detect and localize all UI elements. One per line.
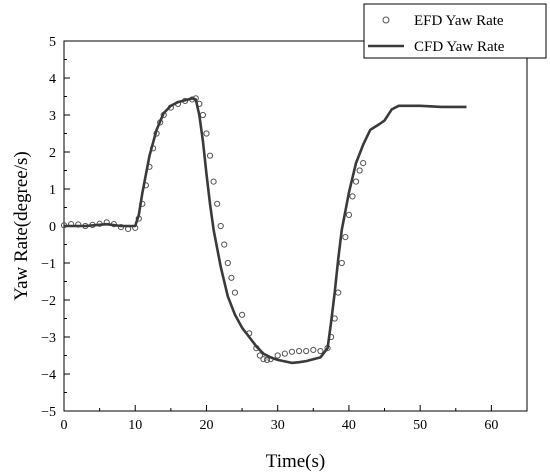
y-tick-label: −2: [41, 294, 56, 309]
efd-data-point: [228, 274, 235, 281]
series-layer: [60, 95, 467, 365]
y-tick-label: −1: [41, 257, 56, 272]
efd-data-point: [288, 348, 296, 355]
efd-data-point: [203, 130, 210, 137]
efd-data-point: [214, 200, 221, 207]
y-tick-label: −4: [41, 368, 56, 383]
y-tick-label: 5: [49, 35, 56, 50]
y-tick-label: 3: [49, 109, 56, 124]
efd-data-point: [360, 160, 367, 167]
y-tick-label: 0: [49, 220, 56, 235]
efd-data-point: [342, 234, 349, 241]
x-tick-label: 40: [342, 418, 356, 433]
legend-entry-label: EFD Yaw Rate: [414, 13, 504, 29]
efd-data-point: [281, 350, 288, 357]
legend-marker-swatch: [382, 16, 390, 24]
x-axis-title: Time(s): [266, 451, 325, 472]
x-tick-label: 30: [271, 418, 285, 433]
efd-data-point: [231, 289, 239, 296]
efd-data-point: [335, 289, 342, 296]
legend: EFD Yaw Rate CFD Yaw Rate: [363, 3, 547, 59]
legend-entry-label: CFD Yaw Rate: [414, 39, 505, 55]
efd-data-point: [221, 241, 228, 248]
efd-data-point: [352, 178, 360, 185]
x-tick-label: 10: [128, 418, 142, 433]
y-tick-label: 1: [49, 183, 56, 198]
efd-data-point: [224, 259, 231, 267]
x-tick-label: 50: [413, 418, 427, 433]
efd-data-point: [206, 152, 214, 159]
efd-data-point: [310, 346, 317, 354]
cfd-yaw-rate-line: [64, 97, 467, 365]
y-tick-label: −3: [41, 331, 56, 346]
efd-data-point: [295, 347, 303, 355]
efd-data-point: [260, 356, 267, 363]
efd-data-point: [317, 347, 324, 355]
efd-data-point: [263, 356, 271, 364]
efd-data-point: [345, 211, 353, 218]
efd-data-point: [274, 352, 281, 359]
efd-data-point: [217, 222, 224, 230]
efd-data-point: [210, 178, 217, 185]
legend-box: [363, 3, 547, 59]
efd-data-point: [199, 111, 206, 119]
efd-data-point: [338, 259, 345, 267]
x-tick-label: 0: [61, 418, 68, 433]
efd-data-point: [356, 167, 363, 174]
efd-data-point: [256, 352, 263, 359]
x-tick-label: 20: [199, 418, 213, 433]
axes-layer: 0 10 20 30 40 50 60 −5 −4 −3 −2 −1 0 1 2 3 4 5: [41, 35, 528, 433]
x-tick-label: 60: [484, 418, 498, 433]
y-tick-label: −5: [41, 405, 56, 420]
y-tick-label: 4: [49, 72, 56, 87]
efd-data-point: [303, 347, 310, 355]
efd-data-point: [238, 311, 246, 318]
y-axis-title: Yaw Rate(degree/s): [11, 151, 32, 301]
efd-data-point: [349, 193, 356, 200]
y-tick-label: 2: [49, 146, 56, 161]
